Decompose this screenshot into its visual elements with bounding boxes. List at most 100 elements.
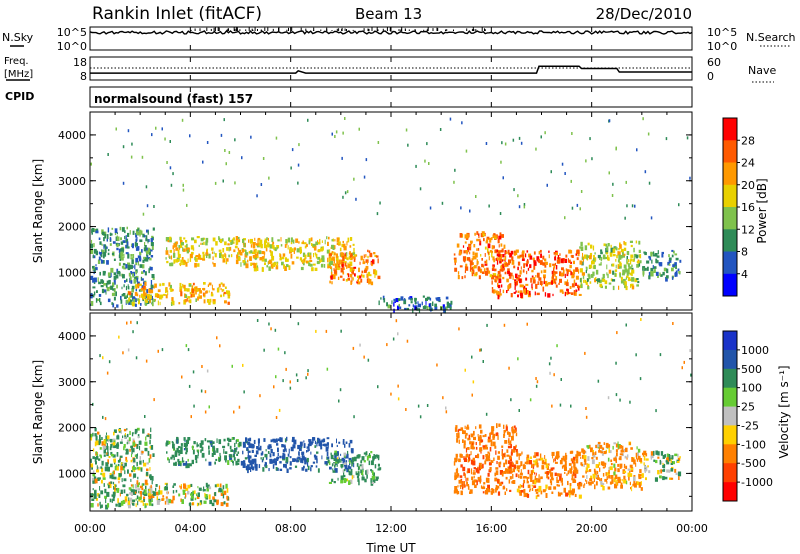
power-cell [256,262,258,266]
power-cell [146,204,149,208]
power-cell [264,240,268,244]
power-cell [569,264,572,269]
velocity-cell [675,472,678,475]
velocity-cell [138,440,142,445]
power-cell [227,295,231,299]
velocity-cell [604,464,606,468]
power-cell [106,246,108,249]
velocity-cell [247,438,250,441]
power-cell [260,183,263,186]
power-cell [95,264,97,267]
power-cell [143,256,146,260]
power-cell [237,251,239,256]
power-cell [199,290,203,294]
power-cell [604,256,608,260]
power-cell [534,260,536,263]
velocity-cell [532,469,535,473]
velocity-cell [131,453,133,458]
velocity-cell [114,465,118,471]
velocity-cell [635,353,637,357]
velocity-cell [269,461,273,464]
power-cell [368,281,370,285]
power-cell [495,258,498,261]
power-cell [152,236,154,241]
velocity-cell [341,457,344,461]
power-cell [425,297,428,301]
power-cell [464,234,468,239]
power-cell [233,237,235,241]
power-cell [332,274,334,277]
power-cell [679,259,682,263]
velocity-cell [482,435,485,438]
velocity-cell [197,502,200,506]
power-cell [555,276,558,281]
power-cell [522,254,524,259]
velocity-cell [262,457,264,461]
power-cell [121,294,125,297]
velocity-cell [194,490,196,495]
power-cell [548,250,550,253]
velocity-cell [116,488,120,492]
power-cell [371,262,373,267]
velocity-cell [657,451,660,456]
velocity-cell [512,474,514,479]
power-cell [342,267,345,270]
power-cell [281,261,284,266]
power-cell [124,295,128,298]
velocity-cell [479,475,482,480]
velocity-cell [648,470,651,474]
velocity-cell [572,478,576,483]
power-cell [103,251,107,257]
velocity-cell [458,458,461,463]
velocity-cell [619,445,622,449]
power-cell [205,290,208,294]
power-cell [575,267,578,272]
power-cell [383,298,386,303]
velocity-cell [574,473,577,479]
velocity-cell [485,491,489,495]
power-cell [454,259,457,263]
power-cell [580,246,584,251]
power-cell [515,249,519,253]
velocity-cell [377,476,379,480]
velocity-cell [602,447,605,450]
power-cell [110,267,114,273]
velocity-cell [315,465,318,468]
velocity-cell [180,484,182,488]
velocity-cell [370,478,372,483]
power-cell [169,249,172,253]
velocity-cell [540,457,544,461]
power-cell [252,254,255,258]
power-cell [110,232,112,237]
velocity-cell [102,445,105,451]
velocity-cell [650,455,654,459]
power-cell [606,250,609,255]
velocity-cell [100,455,102,459]
velocity-cell [368,460,371,466]
power-cell [669,259,672,263]
velocity-cell [536,494,540,497]
velocity-cell [454,472,456,478]
velocity-cell [145,504,147,508]
power-cell [197,263,200,267]
power-colorbar-tick-0: 4 [741,268,748,281]
power-cell [517,266,519,271]
velocity-cell [488,454,490,459]
velocity-cell [113,442,116,446]
power-cell [577,285,580,291]
power-cell [240,262,242,267]
power-cell [192,282,195,286]
frequency-trace [90,65,692,74]
power-cell [522,250,525,254]
velocity-cell [659,459,661,465]
power-cell [221,254,225,259]
power-cell [174,243,177,248]
velocity-cell [556,473,560,477]
power-cell [446,303,450,308]
power-cell [369,252,373,258]
velocity-cell [146,468,149,471]
velocity-cell [330,452,332,456]
power-cell [154,283,157,288]
power-cell [473,266,475,269]
velocity-cell [584,351,586,355]
